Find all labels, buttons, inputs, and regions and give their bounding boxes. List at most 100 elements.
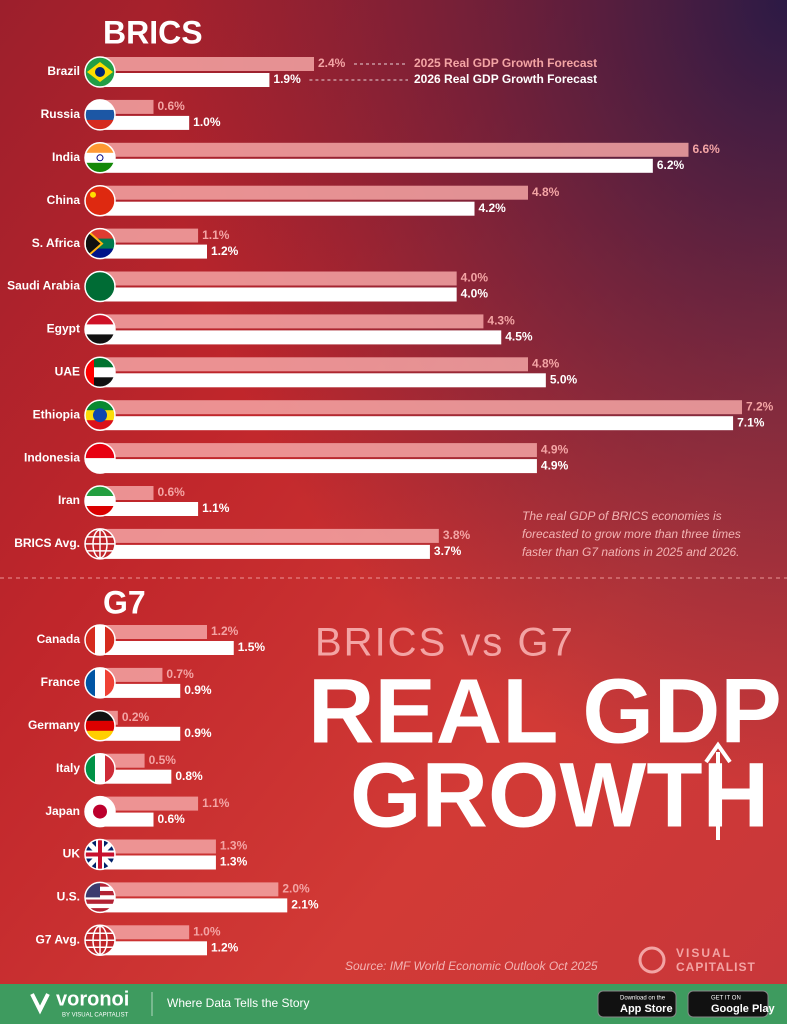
value-label: 4.3% <box>487 314 515 328</box>
bar <box>100 855 216 870</box>
flag-stripe <box>85 324 115 335</box>
value-label: 1.2% <box>211 244 239 258</box>
flag-stripe <box>85 152 115 164</box>
flag-stripe <box>85 271 115 302</box>
flag-detail <box>85 228 104 259</box>
category-label: Italy <box>56 761 80 775</box>
value-label: 1.1% <box>202 228 230 242</box>
bar <box>100 544 430 559</box>
headline-line2: GROWTH <box>350 744 769 846</box>
bar <box>100 796 199 811</box>
bar <box>100 142 689 157</box>
flag-stripe <box>85 185 115 216</box>
category-label: Japan <box>45 804 80 818</box>
flag <box>85 486 115 516</box>
bar <box>100 882 279 897</box>
bar <box>100 158 653 173</box>
flag-stripe <box>85 248 115 259</box>
value-label: 5.0% <box>550 372 578 386</box>
bar <box>100 330 502 345</box>
flag-stripe <box>85 367 115 378</box>
flag-ring <box>84 667 116 699</box>
flag <box>85 357 115 388</box>
flag <box>85 796 115 827</box>
value-label: 2.0% <box>282 882 310 896</box>
flag <box>85 839 115 870</box>
value-label: 0.2% <box>122 710 150 724</box>
bar <box>100 357 528 372</box>
value-label: 2.1% <box>291 898 319 912</box>
brand: VISUAL <box>676 946 732 960</box>
flag <box>85 185 115 216</box>
flag-ring <box>84 838 116 871</box>
bar <box>100 228 199 243</box>
flag-stripe <box>85 314 115 325</box>
flag-ring <box>84 399 116 431</box>
badge-text: Google Play <box>711 1003 775 1015</box>
flag-stripe <box>85 710 115 722</box>
bar <box>100 502 199 516</box>
value-label: 1.1% <box>202 501 230 515</box>
flag-detail <box>93 408 107 423</box>
flag <box>85 99 115 130</box>
flag-stripe <box>85 334 115 345</box>
bar <box>100 373 546 388</box>
bar <box>100 287 457 302</box>
flag-stripe <box>85 357 115 368</box>
value-label: 1.1% <box>202 796 230 810</box>
value-label: 7.1% <box>737 415 765 429</box>
category-label: U.S. <box>57 890 80 904</box>
google-play-badge[interactable] <box>687 990 769 1018</box>
flag-detail <box>90 191 96 198</box>
value-label: 0.6% <box>158 485 186 499</box>
flag <box>85 710 115 741</box>
flag-stripe <box>85 458 115 474</box>
bar <box>100 839 216 854</box>
bar <box>100 925 190 940</box>
value-label: 0.8% <box>175 769 203 783</box>
flag-stripe <box>105 625 115 655</box>
value-label: 3.8% <box>443 528 471 542</box>
flag-stripe <box>85 420 115 431</box>
value-label: 1.2% <box>211 624 239 638</box>
flag-stripe <box>85 162 115 173</box>
bar <box>100 57 314 71</box>
bar <box>100 528 439 543</box>
bar <box>100 314 484 329</box>
bar <box>100 244 207 259</box>
bar <box>100 683 181 698</box>
flag-stripe <box>95 625 106 655</box>
logo-icon <box>30 993 50 1015</box>
flag-stripe <box>85 903 115 909</box>
flag-detail <box>96 154 104 162</box>
flag-ring <box>84 227 116 260</box>
category-label: Iran <box>58 493 80 507</box>
flag-ring <box>84 752 116 785</box>
value-label: 4.0% <box>461 287 489 301</box>
category-label: France <box>41 675 81 689</box>
flag <box>85 314 115 345</box>
bar <box>100 726 181 741</box>
flag-ring <box>84 270 116 303</box>
note-line: faster than G7 nations in 2025 and 2026. <box>522 545 740 559</box>
flag-ring <box>84 142 116 174</box>
flag <box>85 753 115 784</box>
category-label: Germany <box>28 718 80 732</box>
bar <box>100 769 172 784</box>
bar <box>100 443 537 458</box>
bar <box>100 271 457 286</box>
bar <box>100 641 234 655</box>
flag-ring <box>84 881 116 914</box>
group-title: G7 <box>103 584 146 620</box>
app-store-badge[interactable] <box>597 990 677 1018</box>
flag-detail <box>92 925 108 956</box>
headline-line1: REAL GDP <box>308 660 782 762</box>
legend-label: 2026 Real GDP Growth Forecast <box>414 72 597 86</box>
flag-stripe <box>85 228 115 240</box>
category-label: Saudi Arabia <box>7 279 80 293</box>
flag <box>85 625 115 655</box>
category-label: UK <box>63 847 81 861</box>
flag-stripe <box>95 667 106 698</box>
value-label: 4.9% <box>541 442 569 456</box>
flag-stripe <box>85 895 115 901</box>
